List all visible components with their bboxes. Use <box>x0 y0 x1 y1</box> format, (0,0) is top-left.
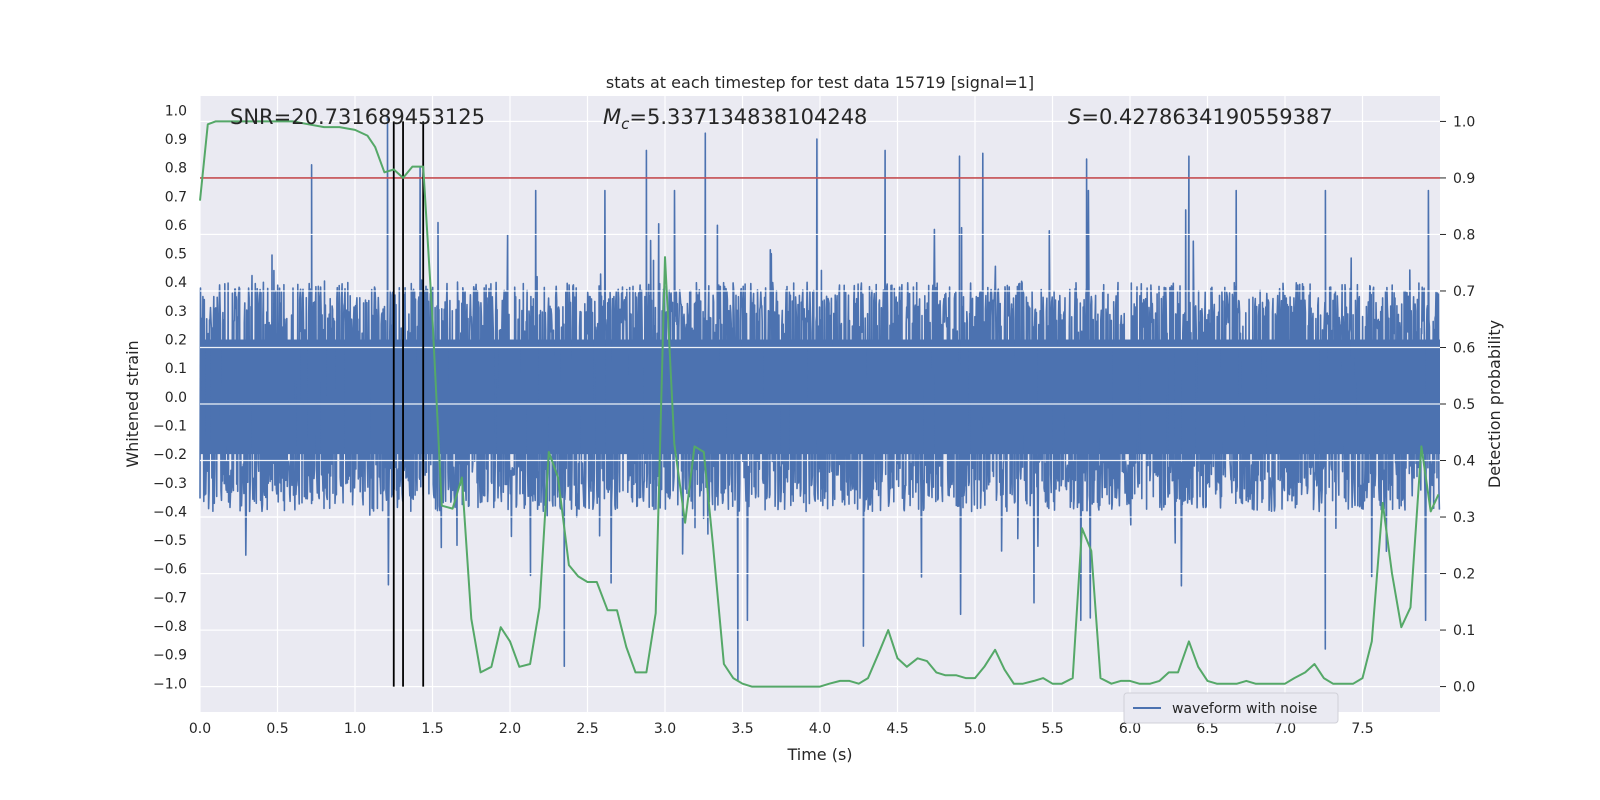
y-left-tick-label: 0.9 <box>165 132 187 148</box>
x-tick-label: 0.5 <box>266 721 288 737</box>
x-tick-label: 5.0 <box>964 721 986 737</box>
y-left-tick-label: −0.7 <box>153 590 187 606</box>
x-axis-label: Time (s) <box>786 745 852 764</box>
y-axis-right-label: Detection probability <box>1485 320 1504 488</box>
y-left-tick-label: −0.3 <box>153 476 187 492</box>
y-left-tick-label: −0.9 <box>153 648 187 664</box>
y-left-tick-label: 0.7 <box>165 189 187 205</box>
s-symbol: S <box>1068 105 1081 129</box>
vertical-markers <box>392 121 425 687</box>
s-value: =0.4278634190559387 <box>1081 105 1332 129</box>
y-right-tick-label: 0.1 <box>1453 623 1475 639</box>
waveform-series <box>199 115 1441 682</box>
probability-series <box>199 120 1440 688</box>
y-left-tick-label: −0.2 <box>153 447 187 463</box>
y-left-tick-label: 0.2 <box>165 333 187 349</box>
y-left-tick-label: 0.0 <box>165 390 187 406</box>
mc-symbol: M <box>603 105 621 129</box>
y-right-tick-label: 0.4 <box>1453 454 1475 470</box>
axis-ticks: 0.0 0.5 1.0 1.5 2.0 2.5 3.0 3.5 4.0 4.5 5.0 5.5 6.0 6… <box>153 103 1475 737</box>
x-tick-label: 4.5 <box>886 721 908 737</box>
y-right-tick-label: 0.5 <box>1453 397 1475 413</box>
y-left-tick-label: 0.6 <box>165 218 187 234</box>
y-left-tick-label: −0.8 <box>153 619 187 635</box>
legend: waveform with noise <box>1123 692 1339 724</box>
waveform-line <box>199 115 1441 682</box>
x-tick-label: 7.0 <box>1274 721 1296 737</box>
mc-value: =5.337134838104248 <box>629 105 867 129</box>
y-right-tick-label: 0.9 <box>1453 171 1475 187</box>
y-left-tick-label: −0.6 <box>153 562 187 578</box>
y-right-tick-label: 0.2 <box>1453 567 1475 583</box>
y-right-tick-label: 1.0 <box>1453 114 1475 130</box>
threshold-layer <box>200 120 1440 688</box>
x-tick-label: 5.5 <box>1041 721 1063 737</box>
x-tick-label: 6.5 <box>1196 721 1218 737</box>
y-left-tick-label: −0.1 <box>153 418 187 434</box>
x-tick-label: 0.0 <box>189 721 211 737</box>
y-right-tick-label: 0.7 <box>1453 284 1475 300</box>
chart-title: stats at each timestep for test data 157… <box>606 73 1034 92</box>
y-right-tick-label: 0.3 <box>1453 510 1475 526</box>
legend-label: waveform with noise <box>1172 701 1317 717</box>
y-right-tick-label: 0.0 <box>1453 680 1475 696</box>
y-left-tick-label: 0.1 <box>165 361 187 377</box>
x-tick-label: 7.5 <box>1351 721 1373 737</box>
y-right-tick-label: 0.8 <box>1453 227 1475 243</box>
y-left-tick-label: 0.4 <box>165 275 187 291</box>
y-left-tick-label: 0.8 <box>165 161 187 177</box>
x-tick-label: 6.0 <box>1119 721 1141 737</box>
x-tick-label: 3.0 <box>654 721 676 737</box>
y-left-tick-label: 1.0 <box>165 103 187 119</box>
y-axis-left-label: Whitened strain <box>123 340 142 467</box>
y-left-tick-label: −0.5 <box>153 533 187 549</box>
y-left-tick-label: −1.0 <box>153 676 187 692</box>
s-annotation: S=0.4278634190559387 <box>1068 105 1333 129</box>
legend-box <box>1123 692 1339 724</box>
x-tick-label: 1.0 <box>344 721 366 737</box>
x-tick-label: 4.0 <box>809 721 831 737</box>
y-left-tick-label: 0.5 <box>165 247 187 263</box>
mc-subscript: c <box>621 115 630 133</box>
detection-probability-line <box>199 120 1440 688</box>
x-tick-label: 2.5 <box>576 721 598 737</box>
y-left-tick-label: 0.3 <box>165 304 187 320</box>
y-right-tick-label: 0.6 <box>1453 340 1475 356</box>
chirp-mass-annotation: Mc=5.337134838104248 <box>603 105 867 133</box>
x-tick-label: 1.5 <box>421 721 443 737</box>
x-tick-label: 3.5 <box>731 721 753 737</box>
y-left-tick-label: −0.4 <box>153 504 187 520</box>
x-tick-label: 2.0 <box>499 721 521 737</box>
snr-annotation: SNR=20.731689453125 <box>230 105 485 129</box>
